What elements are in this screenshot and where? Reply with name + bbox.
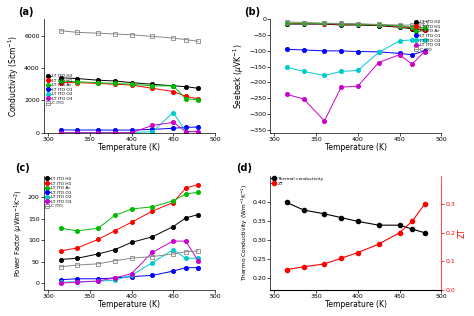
Y-axis label: Thermo Conductivity (Wm$^{-1}$K$^{-1}$): Thermo Conductivity (Wm$^{-1}$K$^{-1}$) — [239, 184, 249, 282]
ZT — [397, 231, 402, 235]
Text: (b): (b) — [245, 7, 261, 17]
Thermal conductivity — [376, 223, 382, 227]
Thermal conductivity — [355, 220, 361, 223]
Y-axis label: Seebeck ($\mu$VK$^{-1}$): Seebeck ($\mu$VK$^{-1}$) — [232, 43, 246, 109]
Thermal conductivity — [321, 212, 327, 216]
X-axis label: Temperature (K): Temperature (K) — [99, 300, 160, 309]
ZT — [409, 220, 415, 223]
ZT — [338, 256, 344, 260]
Legend: LT ITO H2, LT ITO H1, LT ITO Ar, LT ITO O1, LT ITO O2, LT ITO O3, C ITO: LT ITO H2, LT ITO H1, LT ITO Ar, LT ITO … — [46, 74, 73, 106]
Thermal conductivity — [284, 201, 290, 204]
Thermal conductivity — [422, 231, 428, 235]
Legend: LT ITO H2, LT ITO H1, LT ITO Ar, LT ITO O1, LT ITO O2, LT ITO O3, C ITO: LT ITO H2, LT ITO H1, LT ITO Ar, LT ITO … — [414, 20, 440, 52]
X-axis label: Temperature (K): Temperature (K) — [99, 143, 160, 152]
Legend: LT ITO H2, LT ITO H1, LT ITO Ar, LT ITO O1, LT ITO O2, LT ITO O3, C ITO: LT ITO H2, LT ITO H1, LT ITO Ar, LT ITO … — [45, 177, 72, 208]
Text: (a): (a) — [18, 7, 34, 17]
ZT — [355, 251, 361, 254]
Thermal conductivity — [301, 208, 306, 212]
ZT — [422, 203, 428, 206]
Text: (c): (c) — [15, 163, 29, 173]
X-axis label: Temperature (K): Temperature (K) — [325, 300, 387, 309]
X-axis label: Temperature (K): Temperature (K) — [325, 143, 387, 152]
Thermal conductivity — [409, 227, 415, 231]
Y-axis label: Conductivity (Scm$^{-1}$): Conductivity (Scm$^{-1}$) — [7, 35, 21, 117]
Line: Thermal conductivity: Thermal conductivity — [285, 200, 427, 235]
Y-axis label: Power Factor ($\mu$Wm$^{-1}$K$^{-2}$): Power Factor ($\mu$Wm$^{-1}$K$^{-2}$) — [13, 189, 25, 276]
ZT — [301, 265, 306, 269]
Line: ZT: ZT — [285, 202, 427, 272]
Text: (d): (d) — [236, 163, 252, 173]
ZT — [321, 262, 327, 266]
Thermal conductivity — [397, 223, 402, 227]
ZT — [284, 268, 290, 271]
Y-axis label: ZT: ZT — [458, 228, 467, 238]
Legend: Thermal conductivity, ZT: Thermal conductivity, ZT — [271, 177, 323, 185]
Thermal conductivity — [338, 216, 344, 220]
ZT — [376, 242, 382, 246]
